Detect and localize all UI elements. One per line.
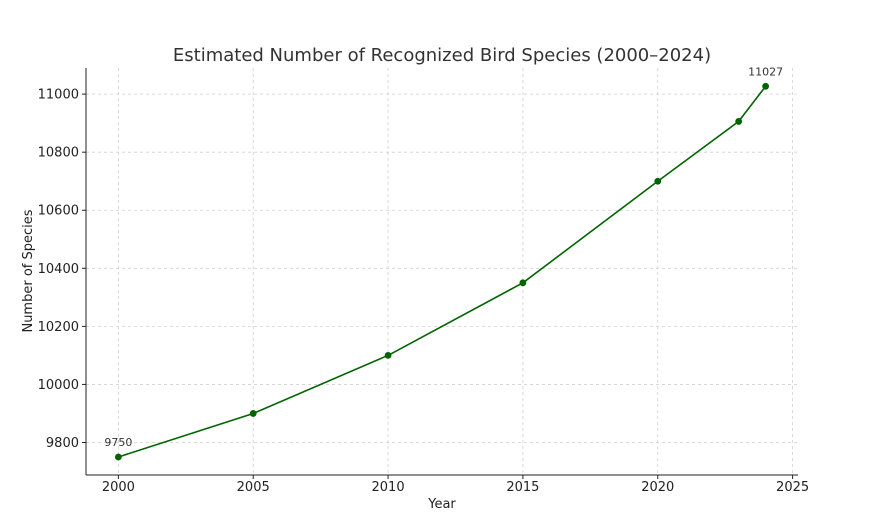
axes: 2000 2005 2010 2015 2020 2025 9800 10000 10200 10… <box>38 68 809 495</box>
data-point <box>384 351 392 359</box>
data-point <box>114 453 122 461</box>
data-label: 11027 <box>748 65 783 78</box>
x-tick-label: 2010 <box>372 480 405 495</box>
data-point <box>762 82 770 90</box>
data-point <box>519 279 527 287</box>
y-tick-label: 11000 <box>38 88 79 103</box>
grid <box>86 68 798 475</box>
x-tick-label: 2020 <box>641 480 674 495</box>
data-point <box>654 177 662 185</box>
y-tick-label: 10400 <box>38 262 79 277</box>
x-tick-label: 2025 <box>776 480 809 495</box>
x-tick-label: 2005 <box>237 480 270 495</box>
x-tick-label: 2015 <box>506 480 539 495</box>
y-tick-label: 10800 <box>38 146 79 161</box>
y-tick-label: 10200 <box>38 320 79 335</box>
series-line <box>118 85 767 458</box>
y-axis-label: Number of Species <box>21 209 36 332</box>
y-tick-label: 9800 <box>46 436 79 451</box>
chart-title: Estimated Number of Recognized Bird Spec… <box>173 45 711 66</box>
x-tick-label: 2000 <box>102 480 135 495</box>
data-label: 9750 <box>104 436 132 449</box>
data-point <box>249 410 257 417</box>
y-tick-label: 10000 <box>38 378 79 393</box>
labels: 9750 11027 <box>104 65 783 449</box>
y-tick-label: 10600 <box>38 204 79 219</box>
x-axis-label: Year <box>427 497 456 512</box>
series <box>114 82 770 461</box>
data-point <box>735 118 743 125</box>
